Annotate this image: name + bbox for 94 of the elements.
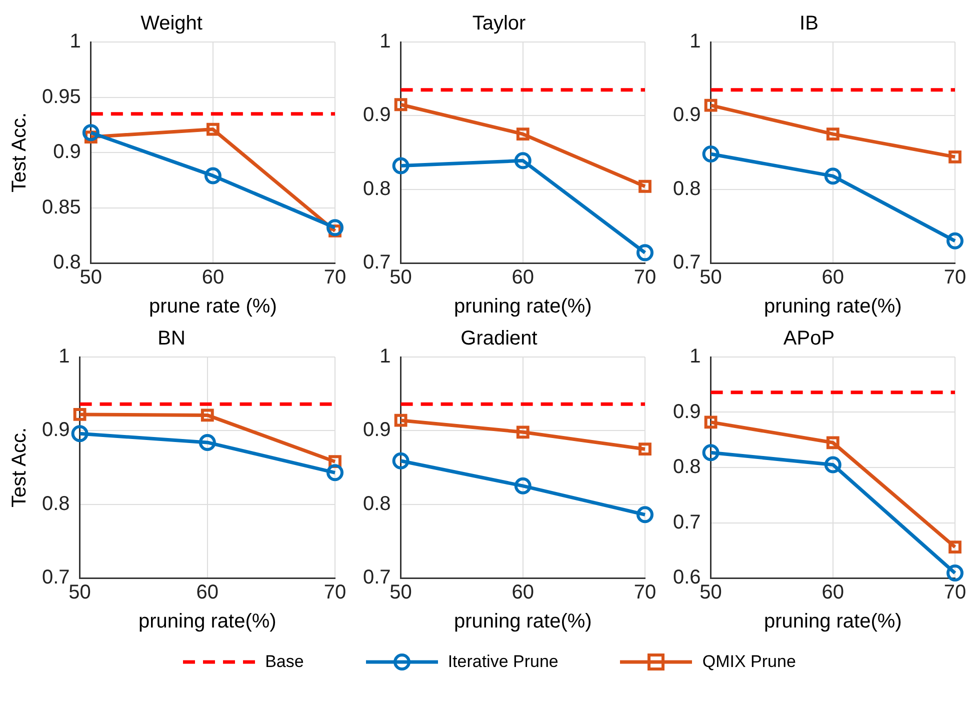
point <box>948 540 962 554</box>
point <box>704 98 718 112</box>
legend-label: QMIX Prune <box>702 652 796 672</box>
x-tick-label: 70 <box>944 582 966 604</box>
point <box>946 564 964 582</box>
point <box>82 124 100 142</box>
y-tick-label: 0.8 <box>362 492 391 515</box>
point <box>514 152 532 170</box>
point <box>392 452 410 470</box>
point <box>704 416 718 429</box>
y-tick-label: 0.8 <box>672 456 701 478</box>
point <box>206 122 220 136</box>
x-axis-title: pruning rate(%) <box>764 296 902 318</box>
point <box>326 464 344 482</box>
point <box>826 128 840 141</box>
x-tick-label: 60 <box>512 266 534 289</box>
point <box>326 219 344 236</box>
point <box>702 444 720 462</box>
chart-title: IB <box>800 12 818 35</box>
y-tick-label: 1 <box>690 346 701 368</box>
y-tick-label: 0.9 <box>362 419 391 442</box>
y-tick-label: 1 <box>70 30 81 53</box>
x-tick-label: 50 <box>68 582 91 604</box>
point <box>636 244 654 262</box>
y-tick-label: 0.95 <box>42 86 81 108</box>
x-tick-label: 70 <box>634 266 656 289</box>
y-tick-label: 0.9 <box>672 400 701 423</box>
x-tick-label: 50 <box>700 582 722 604</box>
y-tick-label: 0.8 <box>672 178 701 200</box>
x-axis-title: prune rate (%) <box>149 296 277 318</box>
point <box>514 477 532 494</box>
y-tick-label: 0.7 <box>672 511 701 534</box>
x-tick-label: 60 <box>512 582 534 604</box>
x-axis-title: pruning rate(%) <box>454 610 592 633</box>
legend-label: Iterative Prune <box>448 652 558 672</box>
point <box>392 157 410 174</box>
point <box>394 98 408 112</box>
y-axis-title: Test Acc. <box>8 112 31 193</box>
legend-label: Base <box>265 652 304 672</box>
y-tick-label: 1 <box>380 30 391 53</box>
x-tick-label: 70 <box>324 266 346 289</box>
y-tick-label: 1 <box>690 30 701 53</box>
point <box>638 180 652 193</box>
y-tick-label: 0.9 <box>672 104 701 126</box>
y-axis-title: Test Acc. <box>8 427 31 508</box>
point <box>638 442 652 456</box>
x-tick-label: 60 <box>822 582 844 604</box>
point <box>946 232 964 250</box>
point <box>394 414 408 427</box>
y-tick-label: 0.8 <box>362 178 391 200</box>
point <box>198 434 216 451</box>
x-tick-label: 60 <box>196 582 219 604</box>
y-tick-label: 0.9 <box>42 419 70 442</box>
x-tick-label: 70 <box>634 582 656 604</box>
y-tick-label: 0.9 <box>53 141 81 164</box>
point <box>204 167 222 184</box>
point <box>948 150 962 164</box>
x-axis-title: pruning rate(%) <box>454 296 592 318</box>
chart-title: Taylor <box>472 12 526 35</box>
y-tick-label: 0.7 <box>672 252 701 274</box>
x-tick-label: 70 <box>944 266 966 289</box>
y-tick-label: 1 <box>380 346 391 368</box>
y-tick-label: 0.85 <box>42 196 81 218</box>
chart-title: BN <box>158 328 186 350</box>
y-tick-label: 0.8 <box>53 252 81 274</box>
point <box>71 425 88 442</box>
x-tick-label: 60 <box>822 266 844 289</box>
y-tick-label: 0.9 <box>362 104 391 126</box>
x-tick-label: 70 <box>324 582 346 604</box>
x-tick-label: 50 <box>390 582 412 604</box>
point <box>636 506 654 524</box>
point <box>516 426 530 439</box>
y-tick-label: 0.7 <box>362 566 391 589</box>
y-tick-label: 0.7 <box>42 566 70 589</box>
y-tick-label: 0.8 <box>42 492 70 515</box>
x-tick-label: 50 <box>390 266 412 289</box>
x-axis-title: pruning rate(%) <box>138 610 276 633</box>
y-tick-label: 0.6 <box>672 566 701 589</box>
y-tick-label: 1 <box>58 346 70 368</box>
point <box>824 456 842 474</box>
point <box>516 128 530 141</box>
x-tick-label: 60 <box>202 266 224 289</box>
point <box>73 408 86 421</box>
point <box>826 436 840 450</box>
y-tick-label: 0.7 <box>362 252 391 274</box>
x-axis-title: pruning rate(%) <box>764 610 902 633</box>
x-tick-label: 50 <box>700 266 722 289</box>
x-tick-label: 50 <box>80 266 102 289</box>
chart-title: Gradient <box>460 328 538 350</box>
point <box>824 168 842 185</box>
chart-title: Weight <box>140 12 203 35</box>
point <box>702 145 720 162</box>
point <box>200 408 214 422</box>
chart-title: APoP <box>783 328 835 350</box>
